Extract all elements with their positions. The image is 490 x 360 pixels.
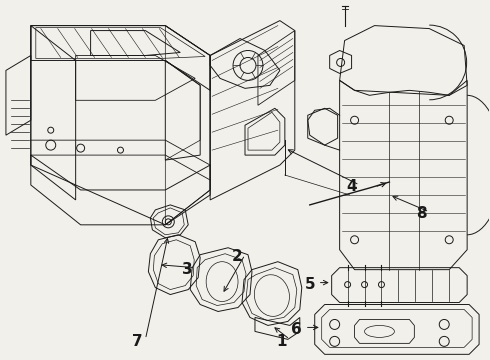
Text: 8: 8 (416, 206, 427, 221)
Text: 2: 2 (232, 249, 243, 264)
Text: 5: 5 (304, 277, 315, 292)
Text: 4: 4 (346, 180, 357, 194)
Text: 7: 7 (132, 334, 143, 349)
Text: 1: 1 (277, 334, 287, 349)
Text: 6: 6 (292, 322, 302, 337)
Text: 3: 3 (182, 262, 193, 277)
